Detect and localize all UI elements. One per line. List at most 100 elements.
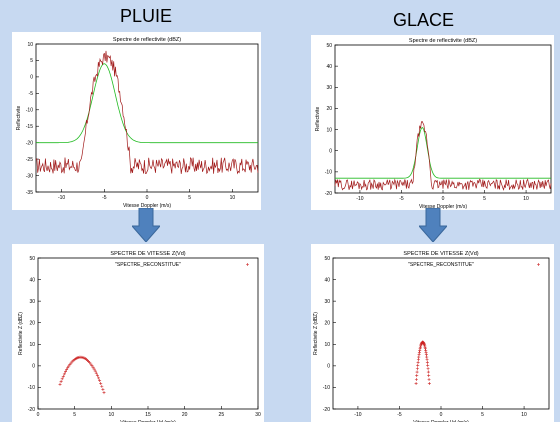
data-point — [418, 345, 422, 349]
x-tick-label: 5 — [481, 412, 484, 418]
y-tick-label: -30 — [26, 173, 33, 179]
legend-label: "SPECTRE_RECONSTITUE" — [408, 262, 474, 268]
data-point — [424, 353, 428, 357]
y-tick-label: 50 — [29, 256, 35, 262]
data-point — [414, 382, 418, 386]
data-point — [426, 363, 430, 367]
x-tick-label: 0 — [37, 412, 40, 418]
x-tick-label: 5 — [483, 196, 486, 202]
x-tick-label: -5 — [399, 196, 404, 202]
data-point — [417, 350, 421, 354]
x-tick-label: -5 — [397, 412, 402, 418]
y-tick-label: 30 — [326, 85, 332, 91]
x-tick-label: 0 — [440, 412, 443, 418]
data-point — [425, 360, 429, 364]
x-tick-label: 10 — [523, 196, 529, 202]
x-tick-label: -10 — [356, 196, 363, 202]
chart-title: SPECTRE DE VITESSE Z(Vd) — [110, 251, 185, 257]
series-gaussian-fit — [36, 63, 258, 144]
y-tick-label: 5 — [30, 58, 33, 64]
series-measured-spectrum — [35, 50, 259, 175]
data-point — [95, 373, 99, 377]
y-tick-label: -35 — [26, 190, 33, 196]
data-point — [66, 366, 70, 370]
data-point — [416, 360, 420, 364]
data-point — [418, 349, 422, 353]
plot-frame — [37, 257, 259, 410]
x-tick-label: -10 — [58, 195, 65, 201]
y-tick-label: -25 — [26, 157, 33, 163]
data-point — [64, 370, 67, 374]
data-point — [99, 381, 103, 385]
data-point — [424, 350, 428, 354]
data-point — [67, 364, 71, 368]
x-tick-label: 10 — [230, 195, 236, 201]
y-tick-label: -20 — [323, 407, 330, 413]
y-tick-label: 30 — [324, 299, 330, 305]
plot-frame — [334, 44, 552, 194]
data-point — [416, 363, 420, 367]
series-reconstructed-spectrum — [58, 355, 106, 395]
data-point — [102, 391, 106, 395]
y-tick-label: 0 — [329, 149, 332, 155]
data-point — [65, 368, 69, 372]
y-tick-label: -20 — [28, 407, 35, 413]
x-axis-label: Vitesse Doppler Vd (m/s) — [413, 420, 469, 422]
y-tick-label: -15 — [26, 124, 33, 130]
y-tick-label: -20 — [325, 191, 332, 197]
data-point — [426, 367, 430, 371]
data-point — [98, 379, 102, 383]
chart-title: Spectre de reflectivite (dBZ) — [409, 38, 477, 44]
data-point — [417, 355, 421, 359]
data-point — [425, 358, 429, 362]
x-tick-label: 10 — [521, 412, 527, 418]
y-tick-label: 0 — [30, 75, 33, 81]
data-point — [425, 355, 429, 359]
data-point — [62, 372, 66, 376]
y-tick-label: 40 — [326, 64, 332, 70]
data-point — [91, 365, 95, 369]
y-tick-label: 40 — [29, 277, 35, 283]
y-tick-label: -10 — [26, 108, 33, 114]
data-point — [427, 378, 431, 382]
x-tick-label: -10 — [354, 412, 361, 418]
data-point — [423, 345, 427, 349]
y-tick-label: 20 — [326, 106, 332, 112]
chart-glace-reconstructed: SPECTRE DE VITESSE Z(Vd) Vitesse Doppler … — [311, 244, 554, 422]
data-point — [423, 347, 427, 351]
data-point — [93, 369, 97, 373]
legend-label: "SPECTRE_RECONSTITUE" — [115, 262, 181, 268]
y-tick-label: 20 — [324, 321, 330, 327]
data-point — [94, 371, 98, 375]
series-gaussian-fit — [335, 126, 551, 179]
plot-frame — [332, 257, 550, 410]
x-axis-label: Vitesse Doppler Vd (m/s) — [120, 420, 176, 422]
x-tick-label: 10 — [109, 412, 115, 418]
x-axis-label: Vitesse Doppler (m/s) — [419, 204, 467, 210]
data-point — [101, 387, 105, 391]
y-tick-label: 0 — [32, 364, 35, 370]
legend-marker — [246, 263, 249, 266]
legend-marker — [537, 263, 540, 266]
y-tick-label: 40 — [324, 277, 330, 283]
chart-pluie-measured: Spectre de reflectivite (dBZ) Vitesse Dop… — [12, 32, 261, 210]
x-tick-label: 5 — [188, 195, 191, 201]
y-tick-label: -10 — [28, 385, 35, 391]
data-point — [416, 358, 420, 362]
data-point — [60, 377, 64, 381]
data-point — [415, 367, 419, 371]
data-point — [424, 349, 428, 353]
data-point — [414, 378, 418, 382]
x-tick-label: 30 — [255, 412, 261, 418]
series-measured-spectrum — [334, 121, 552, 191]
data-point — [415, 370, 419, 374]
data-point — [415, 374, 419, 378]
x-axis-label: Vitesse Doppler (m/s) — [123, 203, 171, 209]
y-tick-label: -5 — [29, 91, 34, 97]
y-tick-label: -10 — [323, 385, 330, 391]
data-point — [92, 367, 96, 371]
data-point — [61, 374, 65, 378]
y-tick-label: 30 — [29, 299, 35, 305]
x-tick-label: -5 — [102, 195, 107, 201]
data-point — [100, 384, 104, 388]
